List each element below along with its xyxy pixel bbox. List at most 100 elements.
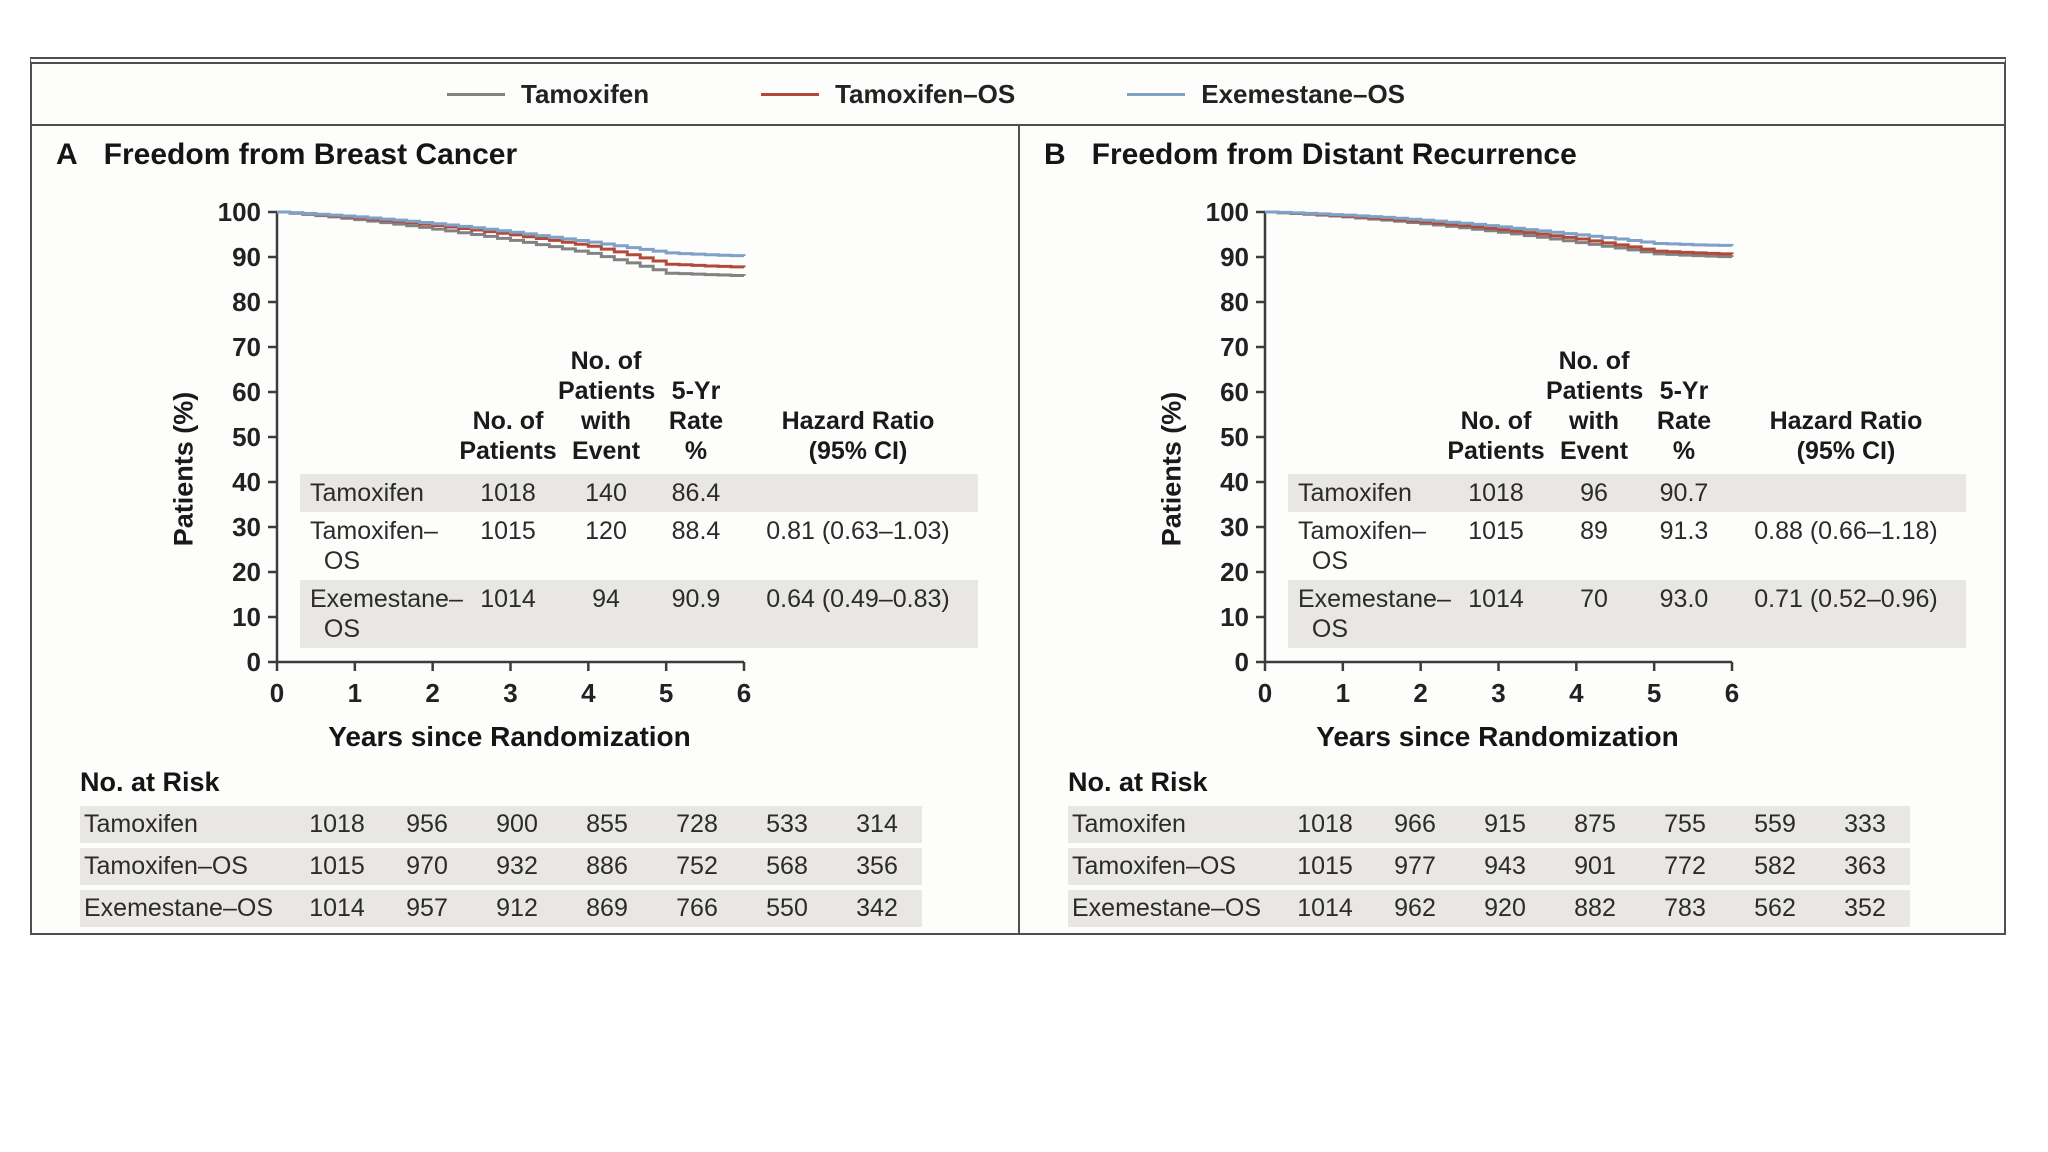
stats-row-name: Tamoxifen– OS (1298, 517, 1426, 575)
stats-patients: 1015 (1468, 517, 1524, 545)
panel-letter: B (1044, 138, 1066, 171)
stats-rate: 93.0 (1659, 585, 1709, 613)
stats-table-header: No. of Patients No. of Patients with Eve… (300, 346, 978, 474)
figure-legend: Tamoxifen Tamoxifen–OS Exemestane–OS (32, 64, 2004, 126)
stats-events: 96 (1580, 479, 1608, 507)
stats-header-events: No. of Patients with Event (1546, 347, 1644, 465)
legend-item: Tamoxifen–OS (761, 79, 1015, 110)
stats-row: Tamoxifen 1018 96 90.7 (1288, 474, 1966, 512)
svg-text:4: 4 (581, 678, 596, 708)
km-chart-svg: 0 10 20 30 40 50 60 70 80 90 100 0 1 2 3 4 5 6 (218, 197, 752, 708)
x-axis-label: Years since Randomization (328, 721, 691, 752)
stats-row: Exemestane– OS 1014 70 93.0 0.71 (0.52–0… (1288, 580, 1966, 648)
panel-a-title: A Freedom from Breast Cancer (32, 126, 1018, 172)
stats-patients: 1015 (480, 517, 536, 545)
panel-b-chart: 0 10 20 30 40 50 60 70 80 90 100 0 1 2 3 4 5 6 Patients (… (1020, 174, 2004, 719)
legend-label: Tamoxifen (521, 78, 650, 109)
svg-text:5: 5 (659, 678, 673, 708)
stats-rate: 90.9 (671, 585, 721, 613)
risk-row: Exemestane–OS 1014 957 912 869 766 550 3… (80, 890, 922, 927)
stats-row: Tamoxifen 1018 140 86.4 (300, 474, 978, 512)
svg-text:40: 40 (1220, 467, 1249, 497)
stats-table-header: No. of Patients No. of Patients with Eve… (1288, 346, 1966, 474)
svg-text:30: 30 (232, 512, 261, 542)
risk-title: No. at Risk (80, 767, 220, 797)
svg-text:70: 70 (232, 332, 261, 362)
svg-text:6: 6 (1725, 678, 1739, 708)
panel-b: B Freedom from Distant Recurrence 0 10 20 3… (1018, 126, 2004, 933)
figure-panel: Tamoxifen Tamoxifen–OS Exemestane–OS A F… (30, 57, 2006, 935)
legend-item: Tamoxifen (447, 79, 649, 110)
svg-text:4: 4 (1569, 678, 1584, 708)
risk-row: Tamoxifen–OS 1015 970 932 886 752 568 35… (80, 848, 922, 885)
stats-events: 140 (585, 479, 627, 507)
stats-row: Exemestane– OS 1014 94 90.9 0.64 (0.49–0… (300, 580, 978, 648)
stats-hr: 0.88 (0.66–1.18) (1754, 517, 1938, 545)
svg-text:100: 100 (1206, 197, 1249, 227)
panel-title-text: Freedom from Distant Recurrence (1091, 138, 1577, 171)
svg-text:70: 70 (1220, 332, 1249, 362)
stats-rate: 86.4 (671, 479, 721, 507)
svg-text:50: 50 (1220, 422, 1249, 452)
panel-b-title: B Freedom from Distant Recurrence (1020, 126, 2004, 172)
stats-row-name: Tamoxifen (1298, 479, 1412, 507)
exemestane-os-line-swatch-icon (1127, 92, 1186, 96)
svg-text:1: 1 (348, 678, 362, 708)
legend-item: Exemestane–OS (1127, 79, 1405, 110)
svg-text:3: 3 (1491, 678, 1505, 708)
risk-row: Tamoxifen 1018 966 915 875 755 559 333 (1068, 806, 1910, 843)
panel-title-text: Freedom from Breast Cancer (103, 138, 518, 171)
stats-patients: 1018 (1468, 479, 1524, 507)
stats-hr: 0.81 (0.63–1.03) (766, 517, 950, 545)
stats-events: 120 (585, 517, 627, 545)
stats-row: Tamoxifen– OS 1015 89 91.3 0.88 (0.66–1.… (1288, 512, 1966, 580)
stats-table: No. of Patients No. of Patients with Eve… (300, 346, 978, 648)
risk-title: No. at Risk (1068, 767, 1208, 797)
stats-row-name: Tamoxifen– OS (310, 517, 438, 575)
panels-container: A Freedom from Breast Cancer 0 10 20 30 40 50… (32, 126, 2004, 933)
svg-text:5: 5 (1647, 678, 1661, 708)
stats-header-rate: 5-Yr Rate % (668, 377, 724, 465)
svg-text:50: 50 (232, 422, 261, 452)
stats-row-name: Exemestane– OS (1298, 585, 1451, 643)
tamoxifen-os-line-swatch-icon (761, 92, 820, 96)
stats-hr: 0.71 (0.52–0.96) (1754, 585, 1938, 613)
stats-rate: 88.4 (671, 517, 721, 545)
x-axis-label: Years since Randomization (1316, 721, 1679, 752)
panel-a-chart: 0 10 20 30 40 50 60 70 80 90 100 0 1 2 3 4 5 6 Patients (… (32, 174, 1018, 719)
stats-hr: 0.64 (0.49–0.83) (766, 585, 950, 613)
svg-text:6: 6 (737, 678, 751, 708)
svg-text:30: 30 (1220, 512, 1249, 542)
stats-row-name: Tamoxifen (310, 479, 424, 507)
stats-row-name: Exemestane– OS (310, 585, 463, 643)
svg-text:1: 1 (1336, 678, 1350, 708)
risk-row: Tamoxifen 1018 956 900 855 728 533 314 (80, 806, 922, 843)
svg-text:60: 60 (1220, 377, 1249, 407)
stats-patients: 1014 (1468, 585, 1524, 613)
tamoxifen-line-swatch-icon (447, 92, 505, 96)
svg-text:60: 60 (232, 377, 261, 407)
stats-patients: 1014 (480, 585, 536, 613)
svg-text:90: 90 (1220, 242, 1249, 272)
panel-letter: A (56, 138, 78, 171)
svg-text:3: 3 (503, 678, 517, 708)
risk-section: No. at Risk Tamoxifen 1018 956 900 855 7… (80, 767, 1018, 927)
stats-rate: 91.3 (1659, 517, 1709, 545)
svg-text:20: 20 (1220, 557, 1249, 587)
stats-patients: 1018 (480, 479, 536, 507)
legend-label: Tamoxifen–OS (835, 78, 1016, 109)
svg-text:90: 90 (232, 242, 261, 272)
svg-text:100: 100 (218, 197, 261, 227)
stats-events: 89 (1580, 517, 1608, 545)
stats-table: No. of Patients No. of Patients with Eve… (1288, 346, 1966, 648)
stats-header-hr: Hazard Ratio (95% CI) (781, 407, 935, 465)
svg-text:0: 0 (1235, 647, 1249, 677)
stats-header-patients: No. of Patients (459, 407, 557, 465)
km-chart-svg: 0 10 20 30 40 50 60 70 80 90 100 0 1 2 3 4 5 6 (1206, 197, 1740, 708)
y-axis-label: Patients (%) (1156, 391, 1187, 547)
risk-section: No. at Risk Tamoxifen 1018 966 915 875 7… (1068, 767, 2004, 927)
svg-text:80: 80 (1220, 287, 1249, 317)
svg-text:80: 80 (232, 287, 261, 317)
stats-rate: 90.7 (1659, 479, 1709, 507)
risk-row: Exemestane–OS 1014 962 920 882 783 562 3… (1068, 890, 1910, 927)
